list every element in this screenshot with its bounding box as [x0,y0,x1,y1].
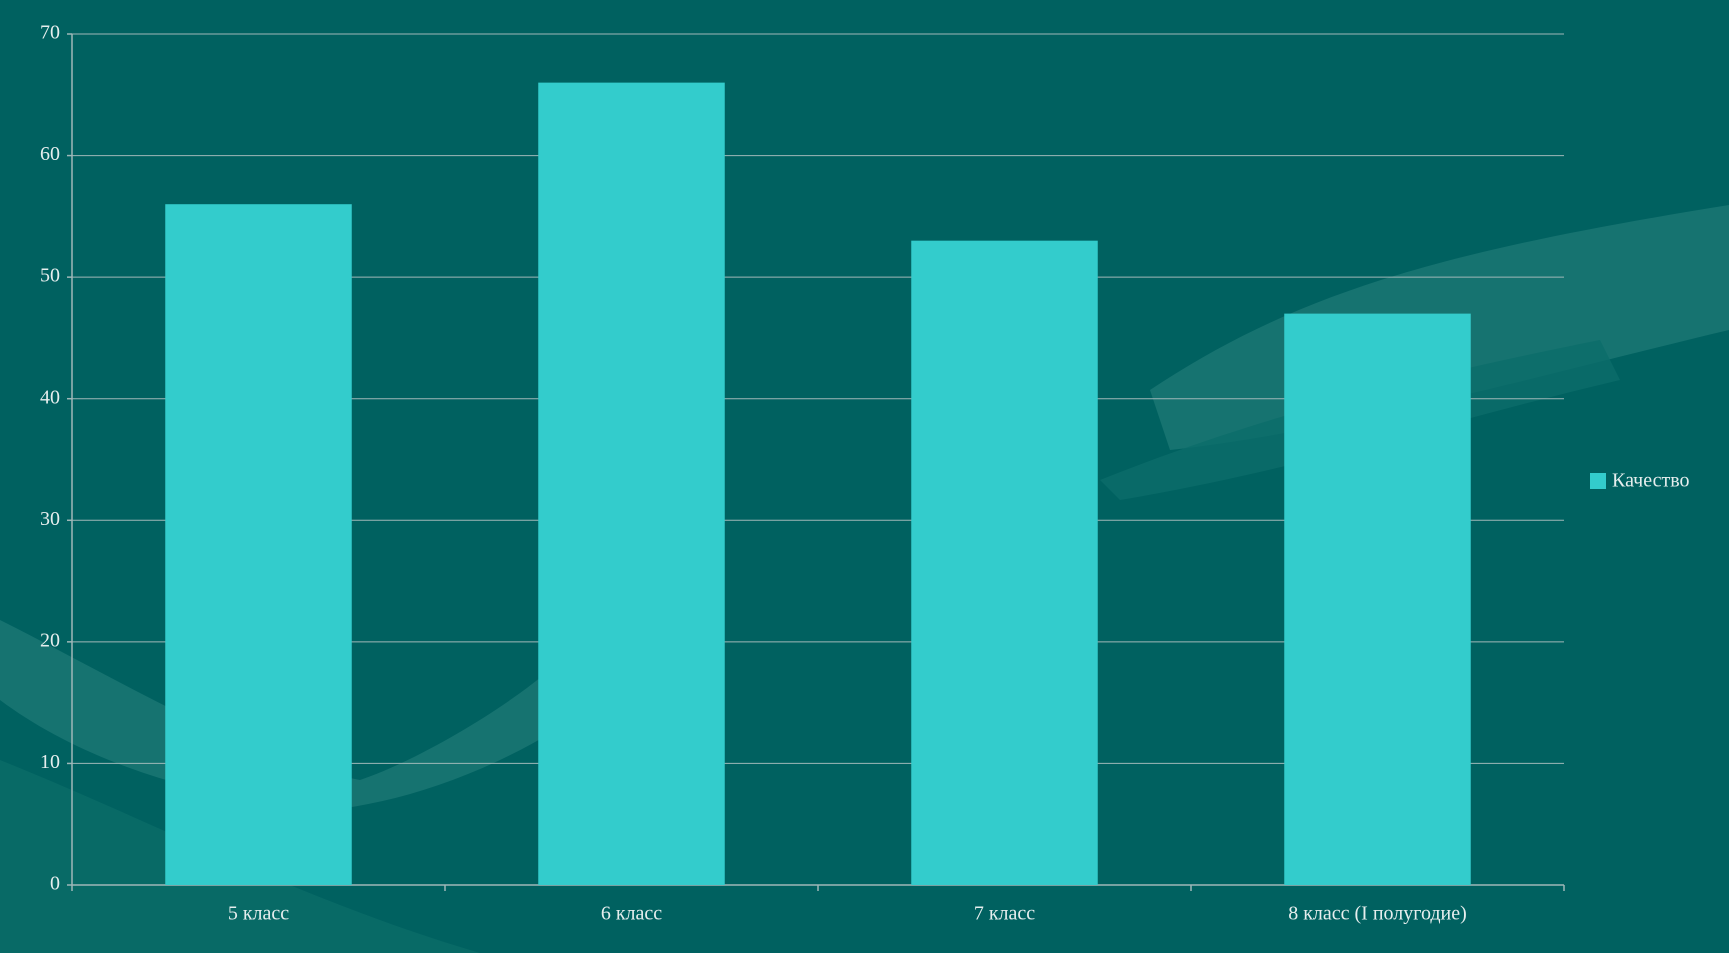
legend-swatch [1590,473,1606,489]
y-tick-label: 60 [40,143,60,165]
legend-label: Качество [1612,470,1690,492]
bar [911,240,1098,885]
decoration [0,760,480,953]
y-tick-label: 10 [40,751,60,773]
bar [538,82,725,886]
y-tick-label: 40 [40,386,60,408]
y-tick-label: 30 [40,508,60,530]
x-tick-label: 6 класс [601,903,662,925]
y-tick-label: 0 [50,873,60,895]
x-tick-label: 8 класс (I полугодие) [1288,903,1467,925]
bar [1284,313,1471,886]
x-tick-label: 5 класс [228,903,289,925]
decoration [0,620,600,810]
bar [165,204,352,885]
y-tick-label: 20 [40,629,60,651]
x-tick-label: 7 класс [974,903,1035,925]
y-tick-label: 50 [40,265,60,287]
y-tick-label: 70 [40,22,60,44]
